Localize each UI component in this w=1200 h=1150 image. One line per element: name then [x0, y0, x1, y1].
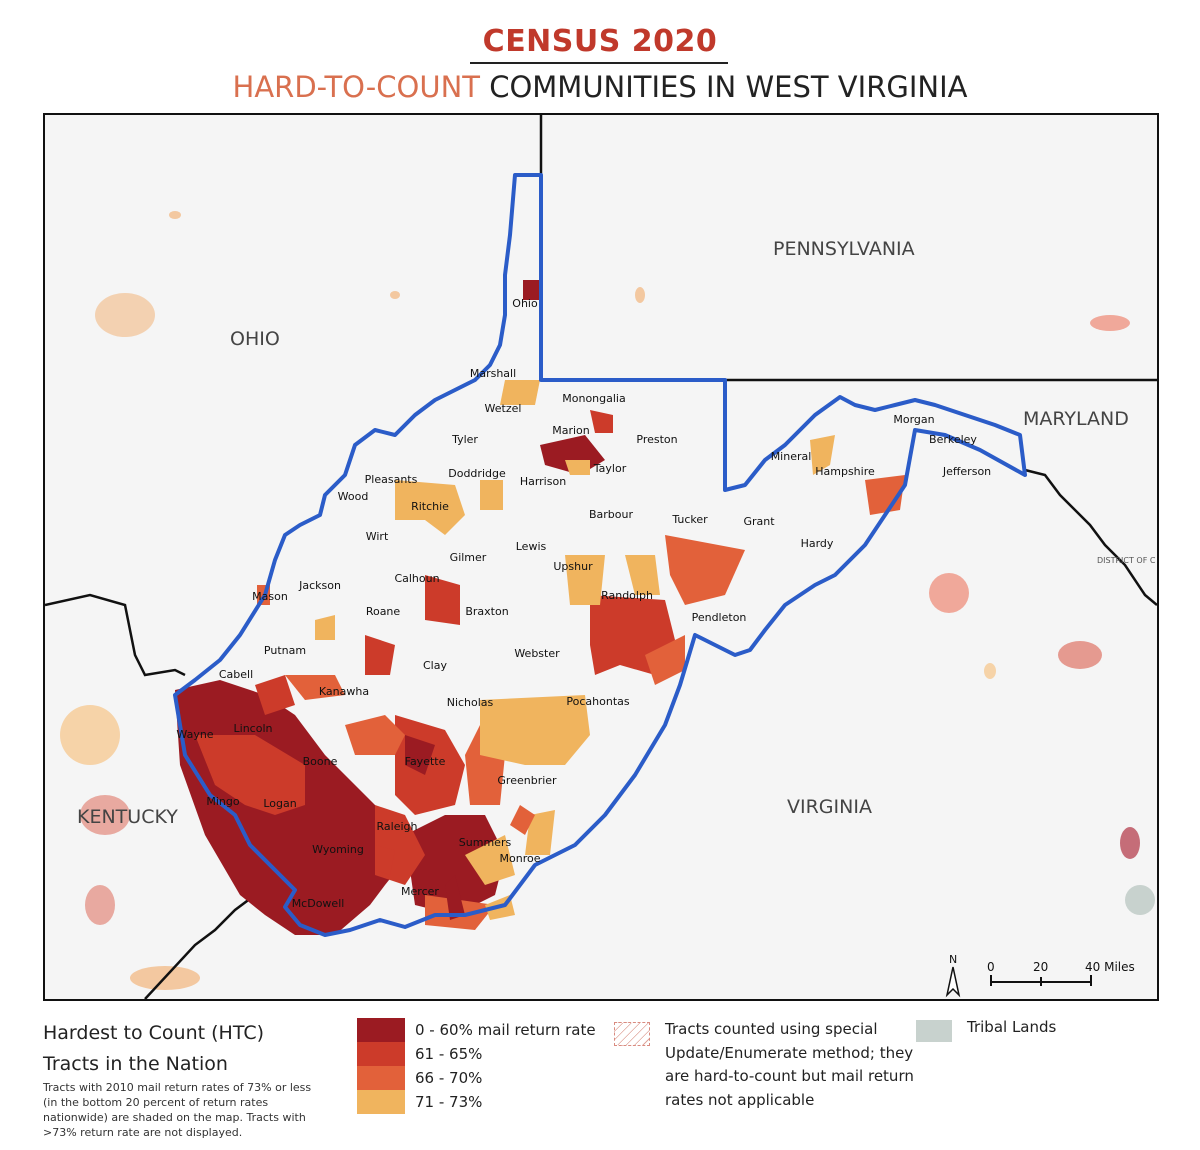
county-label-jackson: Jackson [298, 579, 341, 592]
county-label-upshur: Upshur [553, 560, 593, 573]
legend-swatch-71-73 [357, 1090, 405, 1114]
county-label-wood: Wood [338, 490, 369, 503]
legend-label-special-method: Tracts counted using special Update/Enum… [665, 1020, 914, 1109]
county-label-marshall: Marshall [470, 367, 516, 380]
legend-item-66-70: 66 - 70% [357, 1066, 482, 1090]
wv-state-outline [173, 173, 1027, 937]
county-label-pleasants: Pleasants [365, 473, 418, 486]
county-label-wirt: Wirt [366, 530, 389, 543]
county-label-preston: Preston [636, 433, 677, 446]
county-label-marion: Marion [552, 424, 590, 437]
label-pennsylvania: PENNSYLVANIA [773, 238, 915, 260]
county-label-fayette: Fayette [405, 755, 446, 768]
map-panel[interactable]: OHIO PENNSYLVANIA MARYLAND VIRGINIA KENT… [43, 113, 1159, 1001]
legend-title-line2: Tracts in the Nation [43, 1053, 228, 1075]
label-ohio: OHIO [230, 328, 280, 350]
legend-label-71-73: 71 - 73% [415, 1093, 483, 1111]
county-label-kanawha: Kanawha [319, 685, 369, 698]
legend: Hardest to Count (HTC) Tracts in the Nat… [0, 1008, 1200, 1150]
county-label-wyoming: Wyoming [312, 843, 364, 856]
county-label-berkeley: Berkeley [929, 433, 977, 446]
county-label-webster: Webster [514, 647, 560, 660]
county-label-pocahontas: Pocahontas [566, 695, 629, 708]
county-label-mercer: Mercer [401, 885, 439, 898]
county-label-mason: Mason [252, 590, 288, 603]
legend-item-71-73: 71 - 73% [357, 1090, 482, 1114]
county-label-logan: Logan [263, 797, 296, 810]
map-subtitle: HARD-TO-COUNT COMMUNITIES IN WEST VIRGIN… [0, 70, 1200, 104]
map-title: CENSUS 2020 [482, 24, 718, 59]
county-label-hardy: Hardy [801, 537, 834, 550]
legend-label-61-65: 61 - 65% [415, 1045, 483, 1063]
label-virginia: VIRGINIA [787, 796, 872, 818]
county-labels: Ohio Marshall Wetzel Monongalia Tyler Marion P… [176, 297, 991, 910]
county-label-putnam: Putnam [264, 644, 306, 657]
county-label-wetzel: Wetzel [485, 402, 522, 415]
legend-item-0-60: 0 - 60% mail return rate [357, 1018, 596, 1042]
county-label-roane: Roane [366, 605, 401, 618]
county-label-grant: Grant [743, 515, 775, 528]
legend-item-61-65: 61 - 65% [357, 1042, 482, 1066]
county-label-lincoln: Lincoln [234, 722, 273, 735]
county-label-braxton: Braxton [465, 605, 508, 618]
legend-swatch-tribal [916, 1020, 952, 1042]
legend-label-0-60: 0 - 60% mail return rate [415, 1021, 596, 1039]
county-label-greenbrier: Greenbrier [497, 774, 557, 787]
label-maryland: MARYLAND [1023, 408, 1129, 430]
legend-label-tribal: Tribal Lands [967, 1018, 1057, 1036]
scale-tick-0: 0 [987, 960, 995, 974]
county-label-nicholas: Nicholas [447, 696, 494, 709]
county-label-gilmer: Gilmer [450, 551, 487, 564]
county-label-doddridge: Doddridge [448, 467, 506, 480]
legend-title-line1: Hardest to Count (HTC) [43, 1022, 264, 1044]
county-label-mcdowell: McDowell [292, 897, 345, 910]
county-label-clay: Clay [423, 659, 447, 672]
north-arrow-icon [945, 966, 961, 998]
scale-tick-40: 40 Miles [1085, 960, 1135, 974]
scale-tick-20: 20 [1033, 960, 1048, 974]
legend-swatch-61-65 [357, 1042, 405, 1066]
county-label-harrison: Harrison [520, 475, 566, 488]
county-label-wayne: Wayne [176, 728, 213, 741]
subtitle-rest: COMMUNITIES IN WEST VIRGINIA [479, 70, 968, 104]
label-dc: DISTRICT OF C [1097, 556, 1156, 565]
county-label-cabell: Cabell [219, 668, 253, 681]
county-label-ohio: Ohio [512, 297, 538, 310]
county-label-morgan: Morgan [893, 413, 934, 426]
county-label-monroe: Monroe [500, 852, 541, 865]
legend-label-66-70: 66 - 70% [415, 1069, 483, 1087]
county-label-tucker: Tucker [671, 513, 708, 526]
county-label-taylor: Taylor [593, 462, 627, 475]
county-label-barbour: Barbour [589, 508, 633, 521]
label-kentucky: KENTUCKY [77, 806, 178, 828]
county-label-jefferson: Jefferson [942, 465, 991, 478]
county-label-randolph: Randolph [601, 589, 653, 602]
county-label-pendleton: Pendleton [692, 611, 747, 624]
neighbor-tracts [60, 211, 1155, 990]
county-label-mingo: Mingo [206, 795, 240, 808]
county-label-mineral: Mineral [771, 450, 812, 463]
county-label-monongalia: Monongalia [562, 392, 625, 405]
county-label-hampshire: Hampshire [815, 465, 875, 478]
legend-swatch-special-method [614, 1022, 650, 1046]
scale-bar: N 0 20 40 Miles [945, 953, 1135, 998]
title-underline [470, 62, 728, 64]
county-label-lewis: Lewis [516, 540, 547, 553]
legend-swatch-66-70 [357, 1066, 405, 1090]
subtitle-accent: HARD-TO-COUNT [232, 70, 480, 104]
county-label-summers: Summers [459, 836, 512, 849]
wv-shaded-tracts [175, 280, 905, 935]
county-label-tyler: Tyler [451, 433, 478, 446]
county-label-boone: Boone [303, 755, 338, 768]
north-label: N [949, 953, 957, 966]
legend-title: Hardest to Count (HTC) Tracts in the Nat… [43, 1018, 343, 1080]
county-label-ritchie: Ritchie [411, 500, 449, 513]
legend-note: Tracts with 2010 mail return rates of 73… [43, 1081, 312, 1139]
county-label-raleigh: Raleigh [377, 820, 418, 833]
legend-swatch-0-60 [357, 1018, 405, 1042]
county-label-calhoun: Calhoun [394, 572, 439, 585]
